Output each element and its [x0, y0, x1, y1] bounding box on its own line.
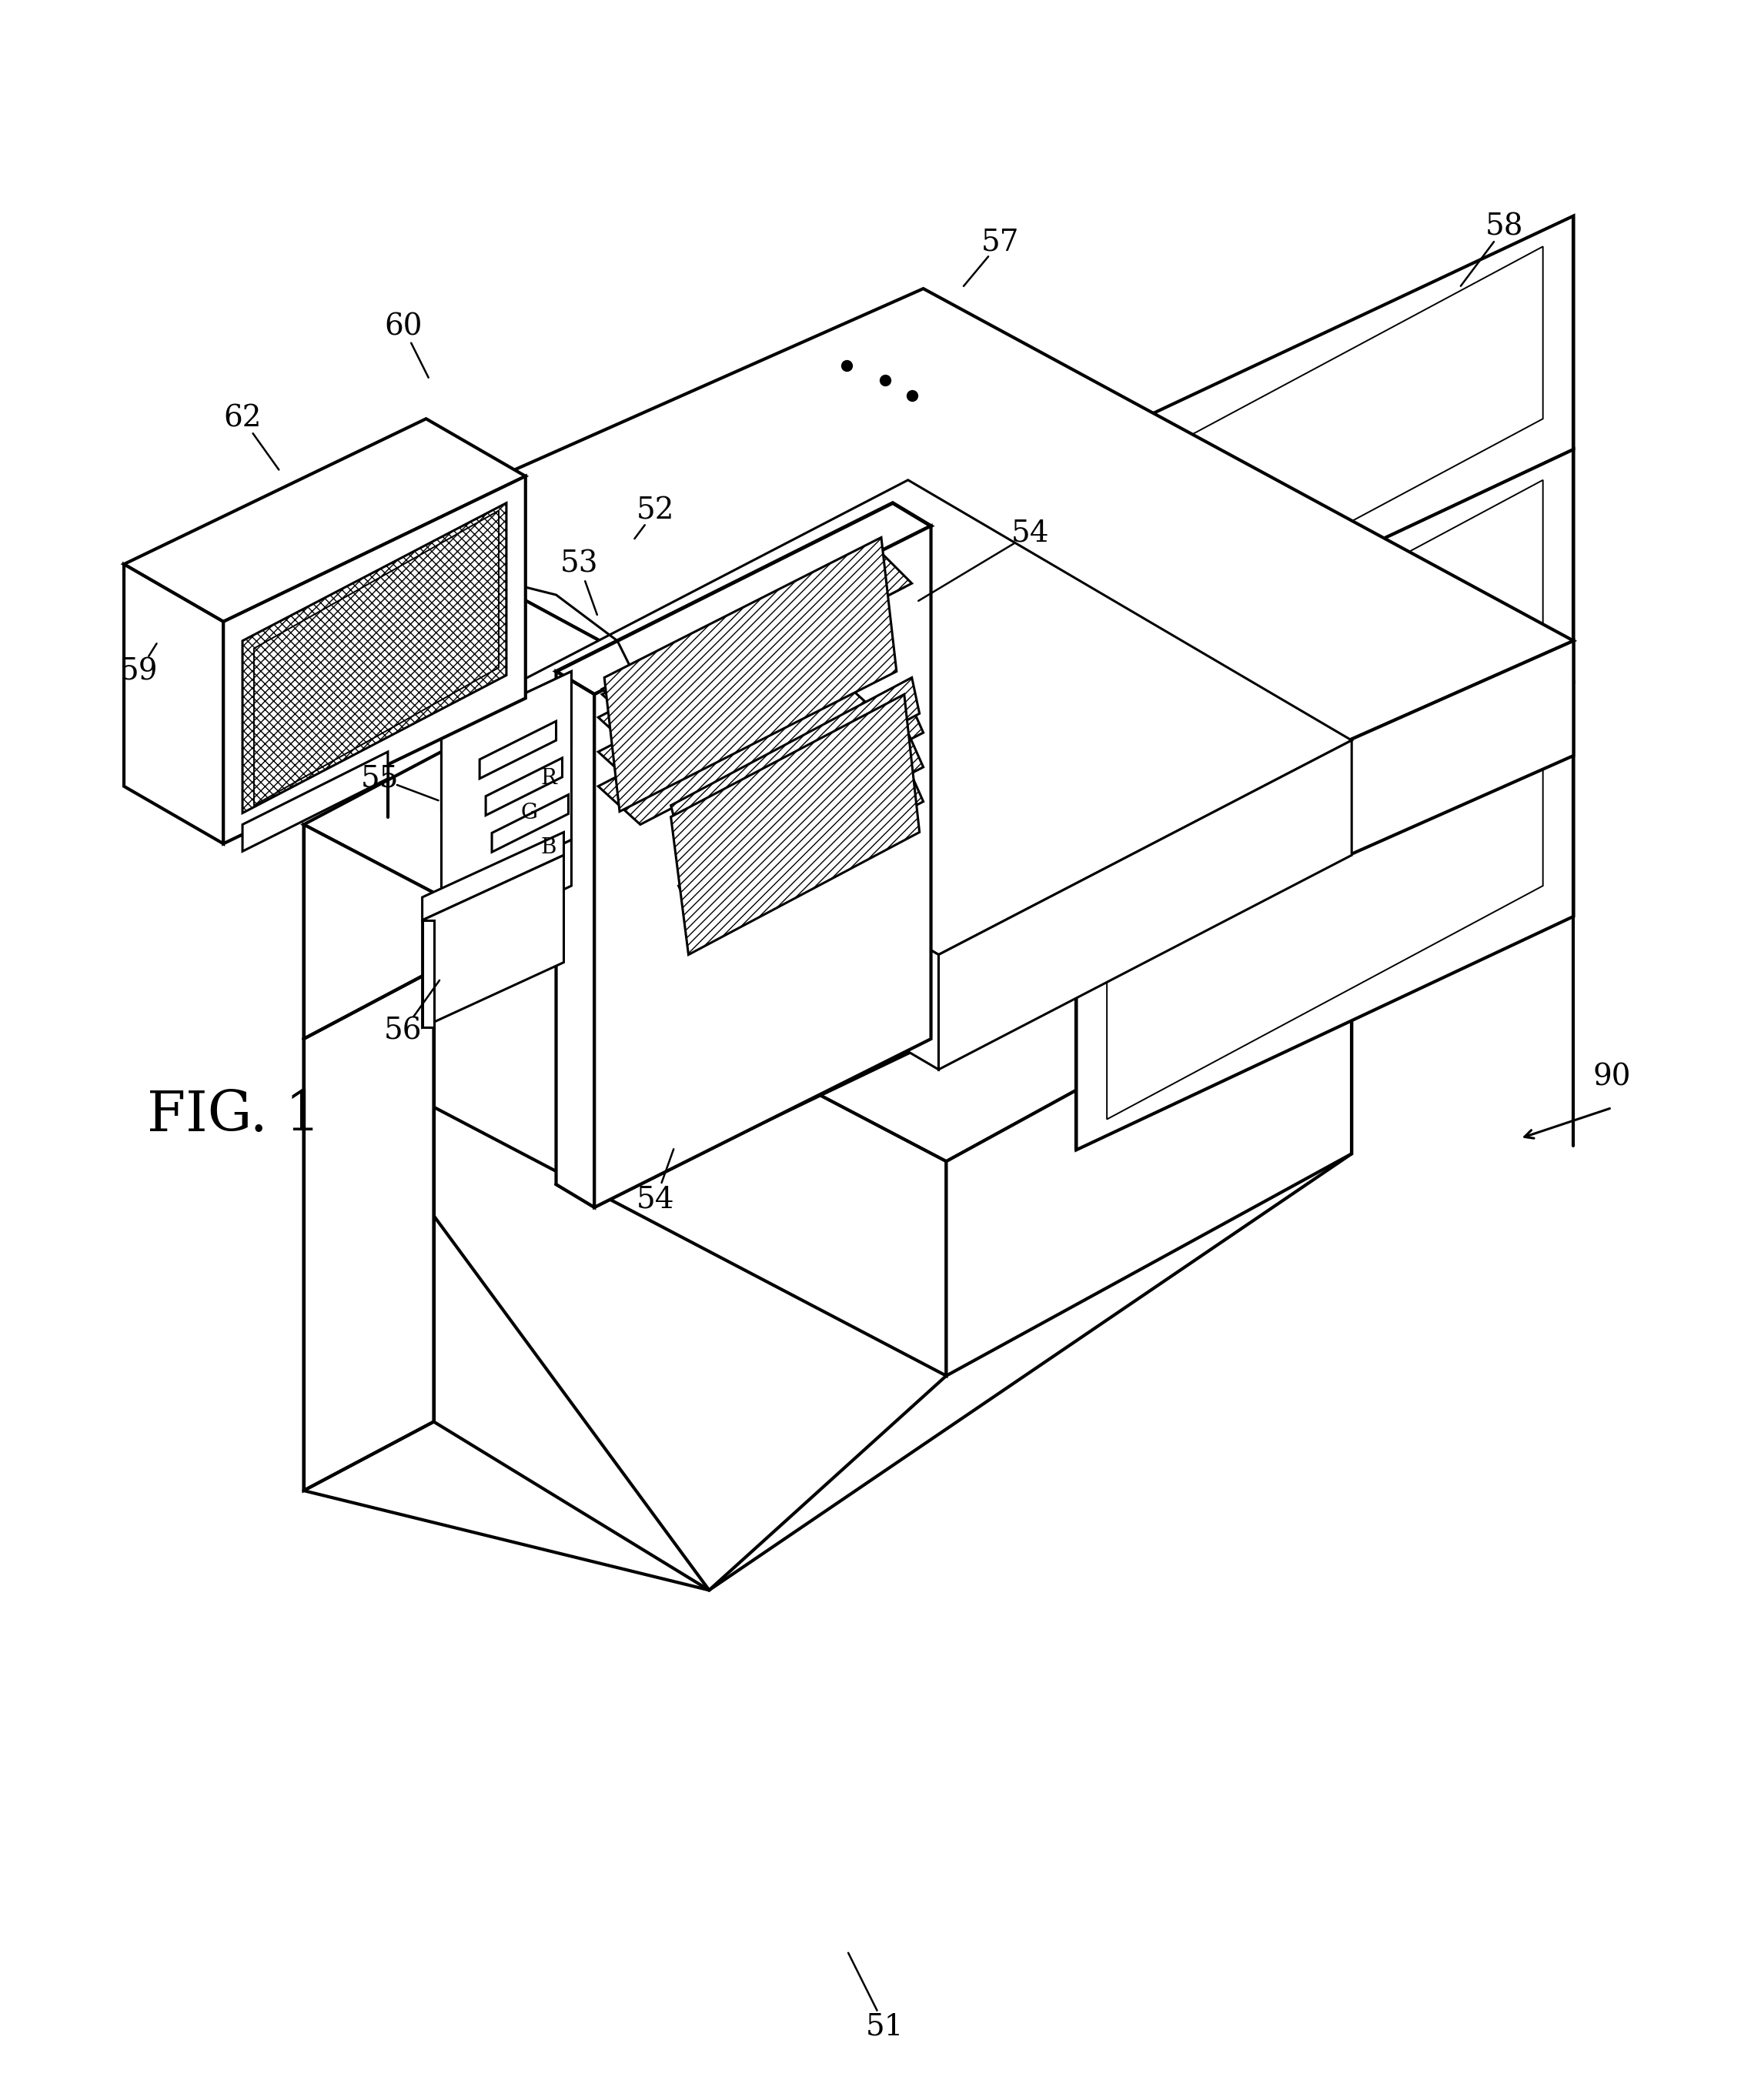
Text: 59: 59 [121, 657, 158, 685]
Polygon shape [594, 525, 932, 1207]
Text: 52: 52 [637, 496, 674, 525]
Polygon shape [1038, 640, 1574, 993]
Polygon shape [602, 556, 904, 724]
Polygon shape [671, 678, 919, 842]
Polygon shape [1077, 449, 1574, 916]
Polygon shape [671, 695, 919, 956]
Polygon shape [557, 504, 932, 695]
Polygon shape [441, 840, 571, 947]
Polygon shape [1107, 481, 1543, 886]
Polygon shape [254, 510, 499, 806]
Polygon shape [599, 632, 870, 790]
Polygon shape [492, 794, 569, 853]
Polygon shape [679, 733, 923, 886]
Polygon shape [1107, 714, 1543, 1119]
Polygon shape [480, 720, 557, 779]
Polygon shape [1077, 216, 1574, 683]
Polygon shape [124, 418, 525, 622]
Polygon shape [387, 288, 1574, 878]
Polygon shape [224, 477, 525, 844]
Text: 55: 55 [361, 764, 399, 794]
Polygon shape [441, 672, 571, 808]
Polygon shape [124, 565, 224, 844]
Polygon shape [599, 598, 870, 756]
Text: 62: 62 [224, 405, 261, 433]
Text: 54: 54 [636, 1184, 674, 1214]
Polygon shape [303, 970, 434, 1491]
Polygon shape [604, 538, 897, 811]
Text: 56: 56 [383, 1016, 422, 1046]
Polygon shape [242, 752, 387, 851]
Polygon shape [303, 825, 946, 1376]
Text: 53: 53 [560, 550, 599, 578]
Polygon shape [939, 741, 1352, 1069]
Polygon shape [1077, 683, 1574, 1151]
Text: 58: 58 [1485, 212, 1523, 242]
Text: 90: 90 [1593, 1063, 1630, 1092]
Polygon shape [441, 672, 571, 901]
Polygon shape [679, 766, 923, 920]
Polygon shape [496, 481, 1352, 956]
Text: 57: 57 [981, 229, 1019, 256]
Polygon shape [602, 548, 912, 724]
Text: R: R [541, 769, 557, 790]
Polygon shape [303, 611, 1352, 1161]
Text: G: G [520, 802, 538, 823]
Text: 60: 60 [383, 313, 422, 340]
Polygon shape [387, 525, 1038, 993]
Polygon shape [485, 758, 562, 815]
Text: 51: 51 [867, 2012, 904, 2041]
Polygon shape [422, 855, 564, 1027]
Polygon shape [422, 920, 434, 1027]
Polygon shape [557, 672, 594, 1207]
Polygon shape [242, 504, 506, 813]
Text: FIG. 1: FIG. 1 [147, 1088, 320, 1142]
Text: B: B [541, 838, 557, 859]
Polygon shape [496, 695, 939, 1069]
Text: 54: 54 [1012, 519, 1049, 548]
Polygon shape [679, 697, 923, 851]
Polygon shape [946, 939, 1352, 1376]
Polygon shape [1107, 246, 1543, 653]
Polygon shape [599, 668, 870, 825]
Polygon shape [422, 832, 564, 920]
